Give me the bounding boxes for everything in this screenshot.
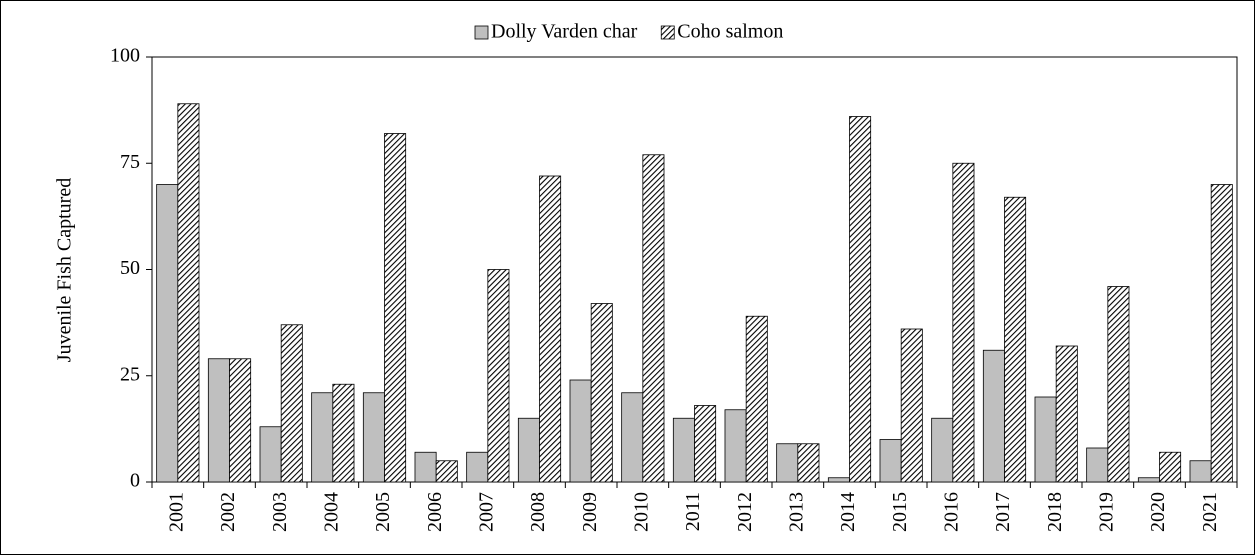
legend-swatch [660,25,675,40]
x-tick-label: 2014 [837,492,859,532]
bar [724,409,747,483]
bar [517,417,540,483]
x-tick-label: 2012 [734,492,756,532]
bar [1210,184,1233,483]
x-tick-label: 2021 [1199,492,1221,532]
x-tick-label: 2003 [269,492,291,532]
x-tick-label: 2001 [165,492,187,532]
bar [745,315,768,483]
bar [332,383,355,483]
bar [797,443,820,483]
y-axis-label: Juvenile Fish Captured [54,178,76,362]
y-tick-label: 100 [110,45,140,67]
y-tick-label: 25 [120,363,140,385]
bar [207,358,230,483]
bar [487,269,510,483]
bar [1034,396,1057,483]
bar [900,328,923,483]
bar [1004,196,1027,483]
bar [590,303,613,483]
x-tick-label: 2013 [785,492,807,532]
bar [1189,460,1212,483]
x-tick-label: 2010 [630,492,652,532]
bar [229,358,252,483]
x-tick-label: 2018 [1044,492,1066,532]
bar [1107,286,1130,483]
bar [694,405,717,483]
bar [414,451,437,483]
bar [177,103,200,483]
x-tick-label: 2016 [940,492,962,532]
legend-swatch [474,25,489,40]
legend-label: Coho salmon [677,21,783,43]
bar [1055,345,1078,483]
bar [569,379,592,483]
bar [384,133,407,483]
bar [362,392,385,483]
bar [1159,451,1182,483]
x-tick-label: 2020 [1147,492,1169,532]
x-tick-label: 2002 [217,492,239,532]
bar [280,324,303,483]
bar [466,451,489,483]
bar [311,392,334,483]
x-tick-label: 2011 [682,492,704,531]
bar [849,116,872,483]
x-tick-label: 2006 [424,492,446,532]
bar [621,392,644,483]
x-tick-label: 2015 [889,492,911,532]
legend-label: Dolly Varden char [491,21,638,43]
x-tick-label: 2005 [372,492,394,532]
bar [1086,447,1109,483]
y-tick-label: 75 [120,151,140,173]
bar [952,162,975,483]
x-tick-label: 2004 [320,492,342,532]
bar [1137,477,1160,483]
y-tick-label: 50 [120,257,140,279]
bar [435,460,458,483]
y-tick-label: 0 [130,470,140,492]
x-tick-label: 2007 [475,492,497,532]
bar [642,154,665,483]
x-tick-label: 2019 [1095,492,1117,532]
bar [156,184,179,483]
bar [672,417,695,483]
bar [982,349,1005,483]
bar [539,175,562,483]
bar [827,477,850,483]
x-tick-label: 2017 [992,492,1014,532]
bar [879,439,902,483]
x-tick-label: 2009 [579,492,601,532]
bar [931,417,954,483]
bar [776,443,799,483]
x-tick-label: 2008 [527,492,549,532]
bar [259,426,282,483]
